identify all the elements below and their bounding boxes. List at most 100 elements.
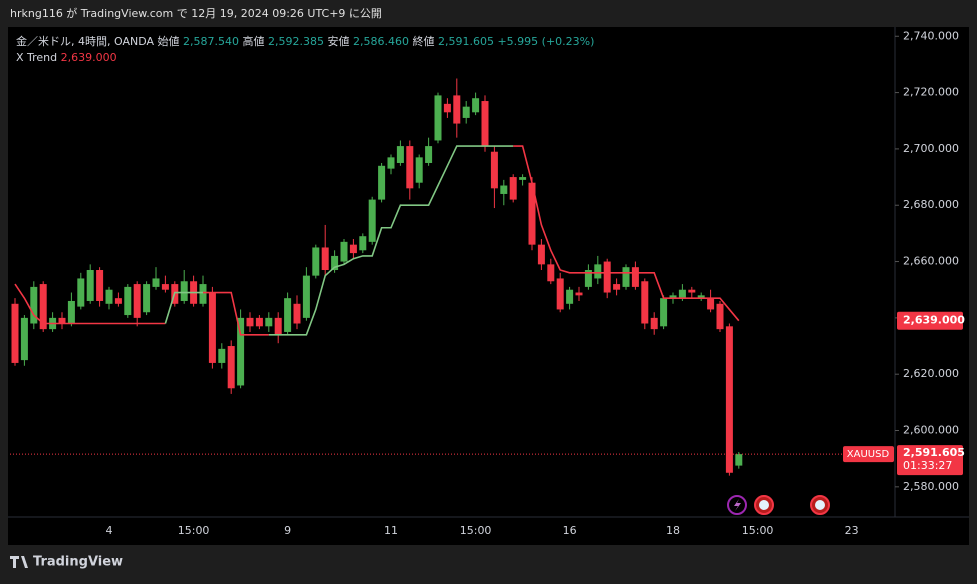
candle-body	[180, 281, 188, 301]
legend-key: 高値	[243, 34, 265, 48]
candle-body	[443, 103, 451, 113]
indicator-tag	[897, 311, 963, 330]
x-tick-label: 4	[106, 524, 113, 537]
legend-value: 2,592.385	[268, 35, 324, 48]
candle-body	[321, 247, 329, 270]
candle-body	[359, 236, 367, 251]
candle-body	[566, 289, 574, 304]
candle-body	[519, 177, 527, 180]
candle-body	[631, 267, 639, 287]
candle-body	[556, 278, 564, 310]
logo	[10, 556, 28, 568]
candle-body	[124, 286, 132, 316]
candle-body	[481, 101, 489, 147]
x-tick-label: 15:00	[460, 524, 492, 537]
candle-body	[114, 298, 122, 304]
candle-body	[622, 267, 630, 287]
brand: TradingView	[10, 555, 123, 570]
legend-value: 2,586.460	[353, 35, 409, 48]
candle-body	[274, 317, 282, 335]
candle-body	[500, 185, 508, 194]
candle-body	[77, 278, 85, 307]
y-tick-label: 2,600.000	[903, 424, 959, 437]
candle-body	[716, 303, 724, 330]
candle-body	[30, 286, 38, 324]
last-price-label: 2,591.605	[903, 446, 965, 459]
candle-body	[406, 146, 414, 189]
candle-body	[284, 298, 292, 332]
event-icons	[727, 495, 830, 515]
candle-body	[105, 289, 113, 304]
trend-line	[14, 283, 166, 325]
candle-body	[707, 298, 715, 310]
candle-body	[434, 95, 442, 141]
legend-value: 2,587.540	[183, 35, 239, 48]
symbol-label: XAUUSD	[847, 449, 890, 460]
indicator-legend: X Trend 2,639.000	[16, 51, 117, 64]
event-icon	[759, 500, 769, 510]
candle-body	[152, 278, 160, 287]
candle-body	[227, 346, 235, 389]
header: hrkng116 が TradingView.com で 12月 19, 202…	[10, 6, 382, 20]
candle-body	[96, 270, 104, 301]
candle-body	[133, 284, 141, 318]
candle-body	[415, 157, 423, 183]
candle-body	[199, 284, 207, 304]
indicator-name: X Trend	[16, 51, 57, 64]
candle-body	[537, 244, 545, 265]
candle-body	[331, 255, 339, 270]
event-icon	[734, 499, 741, 511]
trend-line	[164, 291, 203, 324]
indicator-price-label: 2,639.000	[903, 314, 965, 327]
candle-body	[143, 284, 151, 313]
candle-body	[678, 289, 686, 299]
candle-body	[575, 292, 583, 296]
candle-body	[509, 177, 517, 200]
x-tick-label: 15:00	[178, 524, 210, 537]
legend-key: 安値	[327, 34, 349, 48]
candle-body	[387, 157, 395, 169]
trend-line	[513, 145, 740, 322]
candle-body	[161, 284, 169, 290]
plot	[11, 78, 743, 476]
candle-body	[453, 95, 461, 124]
legend-value: 2,591.605	[438, 35, 494, 48]
y-tick-label: 2,580.000	[903, 480, 959, 493]
candle-body	[302, 275, 310, 318]
y-tick-label: 2,700.000	[903, 142, 959, 155]
candle-body	[594, 264, 602, 279]
candle-body	[208, 292, 216, 363]
legend-key: 始値	[158, 34, 180, 48]
candle-body	[735, 454, 743, 466]
price-tag	[897, 445, 963, 476]
candle-body	[349, 244, 357, 254]
candle-body	[237, 317, 245, 386]
trend-line	[203, 291, 269, 336]
candle-body	[528, 182, 536, 245]
legend-key: 終値	[412, 34, 434, 48]
candle-body	[697, 295, 705, 299]
countdown: 01:33:27	[903, 459, 952, 472]
candle-body	[368, 199, 376, 242]
x-tick-label: 9	[284, 524, 291, 537]
candle-body	[472, 98, 480, 113]
candle-body	[396, 146, 404, 163]
y-tick-label: 2,680.000	[903, 198, 959, 211]
candle-body	[58, 317, 66, 324]
x-tick-label: 15:00	[742, 524, 774, 537]
candle-body	[218, 348, 226, 363]
candle-body	[20, 317, 28, 361]
candle-body	[462, 106, 470, 118]
candle-body	[584, 270, 592, 287]
x-tick-label: 16	[563, 524, 577, 537]
candle-body	[660, 298, 668, 327]
candle-body	[547, 264, 555, 282]
candle-body	[265, 317, 273, 327]
candle-body	[641, 281, 649, 324]
candle-body	[725, 326, 733, 473]
candle-body	[246, 317, 254, 327]
candle-body	[378, 165, 386, 200]
symbol-tag	[843, 446, 894, 463]
